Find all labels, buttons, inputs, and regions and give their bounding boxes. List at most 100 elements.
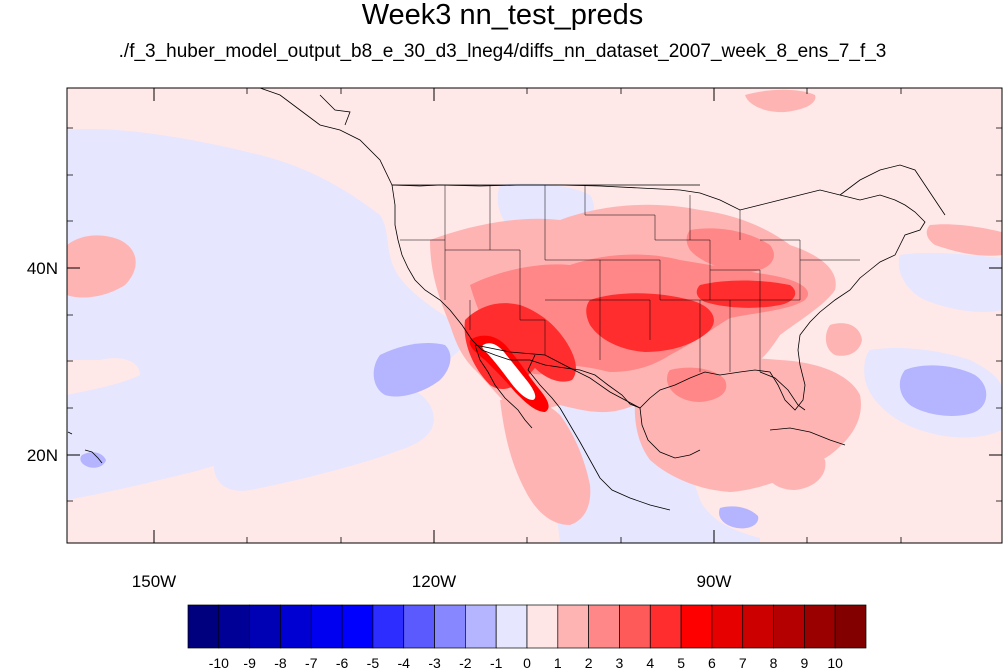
positive-region-labrador [745,89,816,113]
lat-label-40n: 40N [27,259,58,278]
positive-mid-gulf [667,367,727,402]
positive-strong-mississippi [696,280,796,308]
colorbar-label: -9 [243,655,256,671]
colorbar-swatch [680,604,713,649]
coastline-conus [391,184,926,411]
colorbar-swatch [526,604,559,649]
map-title: Week3 nn_test_preds [361,0,644,31]
colorbar-label: -10 [209,655,229,671]
colorbar-swatch [280,604,312,649]
lon-label-150w: 150W [132,572,176,591]
colorbar-swatch [588,604,620,649]
negative-blob-central-america [719,506,759,529]
colorbar-label: -1 [490,655,503,671]
field-layer [67,88,1002,543]
positive-region-caribbean [764,443,826,490]
white-core-regions [482,343,536,400]
colorbar-label: 0 [523,655,531,671]
colorbar-swatch [834,604,867,649]
colorbar-swatch [773,604,805,649]
colorbar-swatch [465,604,497,649]
colorbar-label: -2 [459,655,472,671]
axis-ticks [67,88,1002,543]
colorbar-label: 3 [616,655,624,671]
colorbar-label: 6 [708,655,716,671]
coastline-cuba [769,427,846,446]
negative-region-atlantic [898,252,1002,312]
colorbar-swatch [742,604,774,649]
border-us-mexico [474,344,641,409]
minor-ticks-left [67,127,73,502]
plot-frame [66,87,1003,544]
colorbar-label: -5 [367,655,380,671]
coastline-mexico [559,407,701,511]
colorbar: -10 -9 -8 -7 -6 -5 -4 -3 -2 -1 0 1 2 3 4 5 6 7 8 9 10 [187,604,867,671]
colorbar-label: 8 [770,655,778,671]
minor-ticks-top [246,88,902,94]
state-borders [400,185,860,372]
colorbar-swatch [649,604,682,649]
state-line-15 [760,239,801,300]
lon-label-120w: 120W [412,572,456,591]
colorbar-label: 1 [554,655,562,671]
colorbar-label: 7 [739,655,747,671]
state-line-7 [545,299,651,340]
colorbar-swatch [557,604,589,649]
state-line-4 [584,185,656,240]
negative-region-gulf-south [554,398,760,543]
positive-mid-ohio-valley [686,228,774,272]
axis-minor-ticks [67,88,1002,543]
coastline-bc-alaska [259,88,393,186]
coastline-florida [759,371,806,411]
colorbar-swatch [619,604,651,649]
state-line-9 [655,239,711,300]
negative-blob-atlantic [899,365,987,416]
state-line-8 [600,259,661,300]
colorbar-swatch [804,604,836,649]
colorbar-label: 5 [677,655,685,671]
colorbar-swatch [218,604,250,649]
coastline-baja [474,344,561,429]
map-boundaries [67,88,946,511]
minor-ticks-bottom [246,537,902,543]
colorbar-swatch [341,604,374,649]
colorbar-label: -3 [428,655,441,671]
colorbar-label: -7 [305,655,318,671]
colorbar-swatch [434,604,466,649]
colorbar-swatch [310,604,343,649]
negative-anomaly-regions [67,129,1002,543]
colorbar-label: -8 [274,655,287,671]
positive-strong-southwest [464,303,576,389]
max-core-gulf-of-california [482,343,536,400]
map-subtitle: ./f_3_huber_model_output_b8_e_30_d3_lneg… [118,41,887,62]
colorbar-label: -6 [336,655,349,671]
lat-label-20n: 20N [27,446,58,465]
colorbar-label: -4 [398,655,411,671]
negative-region-west-pacific [67,140,170,245]
minor-ticks-right [996,127,1002,502]
colorbar-swatch [372,604,405,649]
colorbar-swatch [187,604,220,649]
positive-region-mexico [500,398,591,525]
colorbar-swatch [711,604,744,649]
lon-label-90w: 90W [697,572,732,591]
coastline-canada-east [839,164,946,216]
colorbar-label: 10 [827,655,843,671]
colorbar-label: 4 [646,655,654,671]
negative-blob-hawaii [80,452,106,468]
positive-region-north-pacific [67,235,136,298]
negative-blob-baja-coast [373,343,451,397]
colorbar-swatch [249,604,281,649]
state-line-3 [544,185,601,300]
state-line-19 [520,319,546,355]
negative-region-north-pacific [67,129,470,501]
state-line-10 [710,269,761,300]
negative-region-southeast-pacific [213,379,434,491]
positive-region-atlantic [926,224,1002,256]
positive-region-west-atlantic [825,323,862,356]
colorbar-swatch [403,604,435,649]
coastline-hawaii [67,431,103,464]
colorbar-label: 9 [800,655,808,671]
colorbar-label: 2 [585,655,593,671]
